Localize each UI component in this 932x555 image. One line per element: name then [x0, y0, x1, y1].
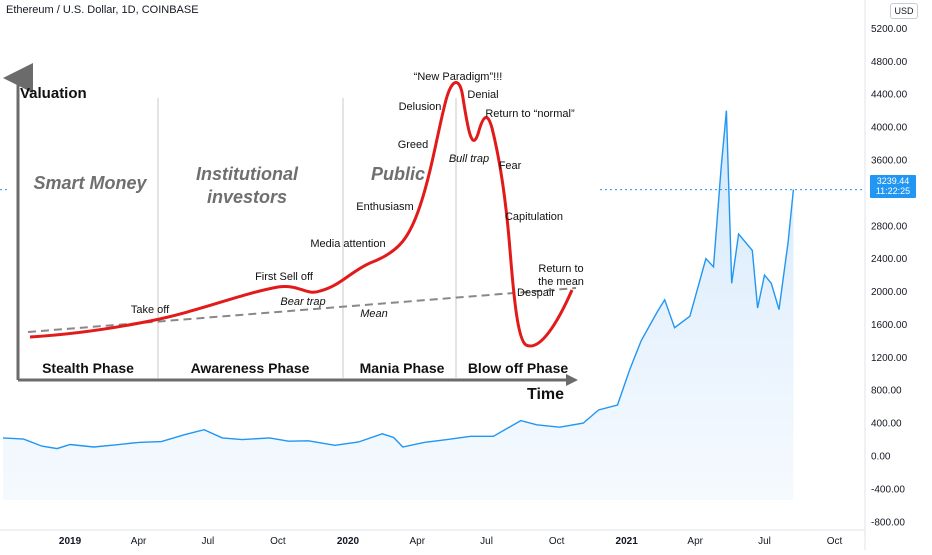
- annotation-enthusiasm: Enthusiasm: [356, 201, 413, 213]
- xlabel-time: Time: [527, 386, 564, 403]
- y-tick-label: 1600.00: [871, 320, 908, 331]
- y-tick-label: -400.00: [871, 484, 905, 495]
- phase-mania: Mania Phase: [360, 360, 445, 376]
- phase-awareness: Awareness Phase: [191, 360, 310, 376]
- annotation-new-paradigm: “New Paradigm”!!!: [414, 71, 503, 83]
- x-tick-label: Apr: [687, 536, 703, 547]
- x-tick-label: 2020: [337, 536, 360, 547]
- x-tick-label: Oct: [270, 536, 286, 547]
- x-tick-label: 2019: [59, 536, 82, 547]
- y-tick-label: 3600.00: [871, 156, 908, 167]
- x-tick-label: Jul: [758, 536, 771, 547]
- annotation-mean: Mean: [360, 308, 388, 320]
- bar-countdown: 11:22:25: [875, 186, 911, 196]
- inset-background: [8, 62, 598, 410]
- y-tick-label: 4400.00: [871, 90, 908, 101]
- ylabel-valuation: Valuation: [20, 85, 87, 102]
- phase-blowoff: Blow off Phase: [468, 360, 569, 376]
- y-tick-label: 2800.00: [871, 221, 908, 232]
- y-tick-label: 4800.00: [871, 57, 908, 68]
- participant-institutional: Institutional investors: [196, 164, 299, 207]
- time-axis-arrow: [566, 374, 578, 386]
- y-tick-label: 2400.00: [871, 254, 908, 265]
- currency-button[interactable]: USD: [890, 3, 918, 19]
- annotation-fear: Fear: [499, 160, 522, 172]
- annotation-first-sell-off: First Sell off: [255, 271, 314, 283]
- market-cycle-curve: [29, 81, 574, 348]
- annotation-bull-trap: Bull trap: [449, 153, 489, 165]
- x-tick-label: Jul: [201, 536, 214, 547]
- y-tick-label: 5200.00: [871, 24, 908, 35]
- phase-stealth: Stealth Phase: [42, 360, 134, 376]
- x-tick-label: Apr: [409, 536, 425, 547]
- x-tick-label: Oct: [549, 536, 565, 547]
- x-tick-label: Apr: [131, 536, 147, 547]
- x-tick-label: 2021: [616, 536, 639, 547]
- price-area-fill: [3, 110, 794, 500]
- participant-smart-money: Smart Money: [33, 173, 147, 193]
- y-tick-label: 800.00: [871, 386, 902, 397]
- y-tick-label: -800.00: [871, 517, 905, 528]
- mean-line: [27, 287, 577, 333]
- participant-public: Public: [371, 164, 425, 184]
- x-tick-label: Oct: [827, 536, 843, 547]
- x-tick-label: Jul: [480, 536, 493, 547]
- y-tick-label: 1200.00: [871, 353, 908, 364]
- price-line: [2, 110, 795, 450]
- annotation-media-attention: Media attention: [310, 238, 385, 250]
- y-tick-label: 2000.00: [871, 287, 908, 298]
- annotation-take-off: Take off: [131, 304, 170, 316]
- last-price-value: 3239.44: [876, 176, 910, 186]
- y-tick-label: 4000.00: [871, 123, 908, 134]
- annotation-return-normal: Return to “normal”: [485, 108, 575, 120]
- annotation-denial: Denial: [467, 89, 498, 101]
- annotation-bear-trap: Bear trap: [280, 296, 325, 308]
- last-price-tag: 3239.44 11:22:25: [870, 175, 916, 198]
- symbol-title: Ethereum / U.S. Dollar, 1D, COINBASE: [6, 4, 199, 16]
- y-tick-label: 400.00: [871, 419, 902, 430]
- annotation-despair: Despair: [517, 287, 555, 299]
- annotation-return-to-mean: Return to the mean: [538, 263, 584, 288]
- annotation-greed: Greed: [398, 139, 429, 151]
- annotation-capitulation: Capitulation: [505, 211, 563, 223]
- market-cycle-inset: Valuation Time Stealth Phase Awareness P…: [2, 62, 598, 410]
- y-tick-label: 0.00: [871, 452, 891, 463]
- annotation-delusion: Delusion: [399, 101, 442, 113]
